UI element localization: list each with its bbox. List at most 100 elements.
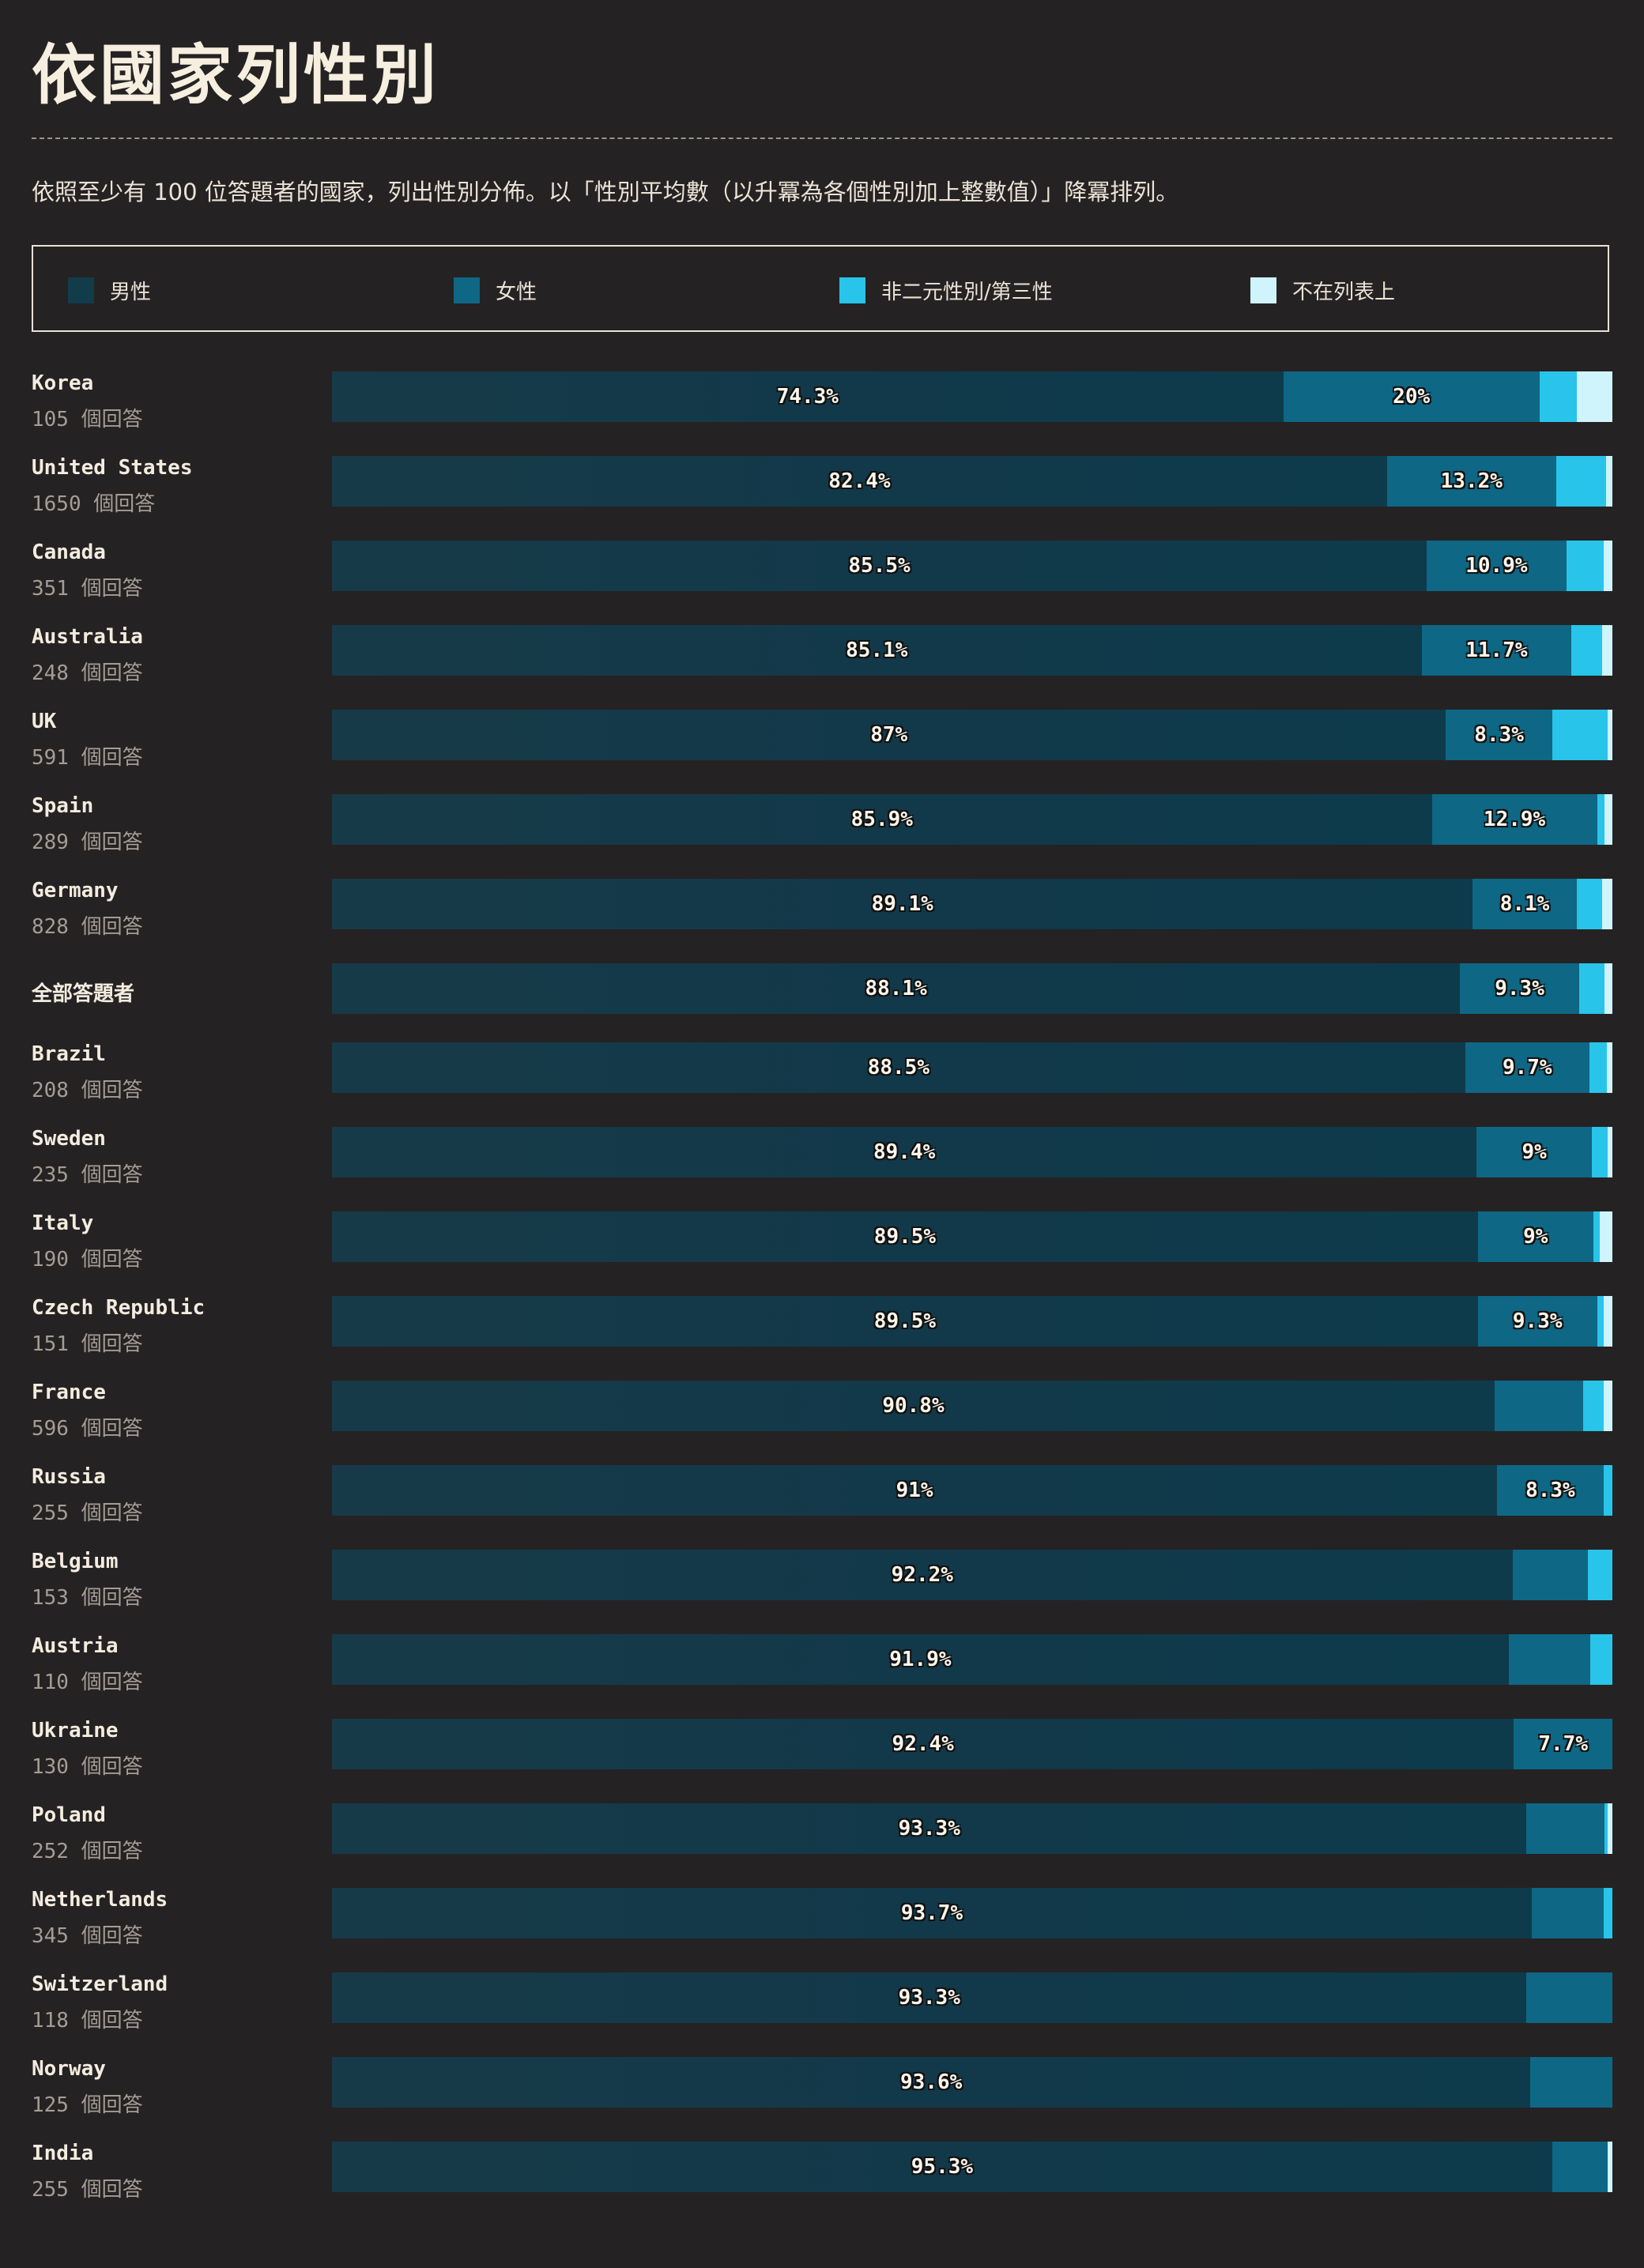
row-label-austria: Austria (32, 1634, 119, 1658)
bar-segment-male: 90.8% (332, 1381, 1495, 1431)
bar-segment-nonbinary (1597, 1296, 1604, 1347)
row-label-czech-republic: Czech Republic (32, 1296, 206, 1320)
bar-segment-female: 9% (1477, 1211, 1593, 1262)
bar-segment-male: 91.9% (332, 1634, 1509, 1685)
data-label-male: 87% (870, 723, 908, 747)
bar-segment-other (1603, 1381, 1612, 1431)
row-label-norway: Norway (32, 2057, 106, 2081)
row-label-india: India (32, 2142, 94, 2165)
bar-segment-nonbinary (1603, 1465, 1612, 1516)
data-label-female: 9.7% (1502, 1056, 1552, 1079)
data-label-female: 8.1% (1499, 892, 1550, 916)
row-count-norway: 125 個回答 (32, 2093, 143, 2117)
bar-segment-nonbinary (1539, 371, 1577, 422)
bar-segment-female: 12.9% (1431, 794, 1597, 845)
bar-segment-female: 10.9% (1427, 541, 1567, 591)
data-label-female: 9.3% (1512, 1309, 1563, 1333)
bar-germany: 89.1% 8.1% (332, 879, 1612, 929)
bar-segment-female: 9.3% (1460, 963, 1579, 1014)
row-count-poland: 252 個回答 (32, 1840, 143, 1863)
bar-norway: 93.6% (332, 2057, 1612, 2108)
data-label-male: 88.5% (867, 1056, 929, 1079)
row-label-united-states: United States (32, 456, 193, 480)
bar-belgium: 92.2% (332, 1550, 1612, 1600)
legend-item-male: 男性 (68, 277, 151, 304)
row-label-france: France (32, 1381, 106, 1404)
bar-austria: 91.9% (332, 1634, 1612, 1685)
row-count-korea: 105 個回答 (32, 408, 143, 431)
row-count-czech-republic: 151 個回答 (32, 1332, 143, 1356)
data-label-male: 93.7% (900, 1901, 963, 1925)
bar-segment-other (1607, 1127, 1612, 1177)
data-label-male: 85.9% (850, 808, 913, 831)
bar-netherlands: 93.7% (332, 1888, 1612, 1938)
data-label-male: 89.1% (871, 892, 933, 916)
bar-segment-other (1604, 963, 1612, 1014)
bar-segment-male: 92.2% (332, 1550, 1513, 1600)
legend-swatch-female (454, 277, 480, 303)
row-label-italy: Italy (32, 1211, 94, 1235)
legend-item-other: 不在列表上 (1250, 277, 1395, 304)
data-label-male: 93.3% (898, 1817, 960, 1840)
bar-segment-nonbinary (1589, 1042, 1608, 1093)
row-count-spain: 289 個回答 (32, 831, 143, 854)
bar-segment-female: 7.7% (1514, 1719, 1612, 1769)
bar-segment-nonbinary (1571, 625, 1603, 676)
row-count-austria: 110 個回答 (32, 1671, 143, 1694)
bar-segment-female: 13.2% (1386, 456, 1556, 507)
row-label-uk: UK (32, 710, 57, 733)
data-label-female: 8.3% (1474, 723, 1524, 747)
bar-segment-other (1607, 1042, 1612, 1093)
data-label-female: 9.3% (1495, 977, 1544, 1000)
bar-segment-male: 74.3% (332, 371, 1284, 422)
row-count-sweden: 235 個回答 (32, 1163, 143, 1187)
data-label-male: 92.4% (892, 1732, 954, 1756)
bar-segment-male: 89.5% (332, 1211, 1478, 1262)
bar-united-states: 82.4% 13.2% (332, 456, 1612, 507)
row-count-india: 255 個回答 (32, 2178, 143, 2202)
row-label-spain: Spain (32, 794, 94, 818)
data-label-female: 8.3% (1525, 1479, 1575, 1502)
bar-segment-female (1526, 1972, 1612, 2023)
legend-item-nonbinary: 非二元性別/第三性 (839, 277, 1053, 304)
bar-segment-nonbinary (1590, 1634, 1612, 1685)
bar-segment-nonbinary (1592, 1127, 1608, 1177)
bar-segment-female: 20% (1283, 371, 1540, 422)
bar-spain: 85.9% 12.9% (332, 794, 1612, 845)
bar-segment-female: 8.3% (1497, 1465, 1604, 1516)
bar-segment-other (1607, 1803, 1612, 1854)
row-count-netherlands: 345 個回答 (32, 1924, 143, 1948)
data-label-male: 91% (896, 1479, 933, 1502)
data-label-male: 89.5% (873, 1309, 937, 1333)
bar-australia: 85.1% 11.7% (332, 625, 1612, 676)
row-count-united-states: 1650 個回答 (32, 492, 156, 516)
row-count-australia: 248 個回答 (32, 661, 143, 685)
row-count-belgium: 153 個回答 (32, 1586, 143, 1610)
row-label-ukraine: Ukraine (32, 1719, 119, 1742)
row-label-korea: Korea (32, 371, 94, 395)
bar-all-respondents: 88.1% 9.3% (332, 963, 1612, 1014)
legend-swatch-other (1250, 277, 1276, 303)
data-label-male: 88.1% (865, 977, 927, 1000)
data-label-female: 11.7% (1465, 639, 1528, 662)
bar-segment-male: 93.3% (332, 1972, 1527, 2023)
bar-segment-other (1604, 794, 1612, 845)
row-count-uk: 591 個回答 (32, 746, 143, 770)
bar-segment-other (1607, 710, 1612, 760)
bar-segment-male: 85.5% (332, 541, 1427, 591)
row-count-italy: 190 個回答 (32, 1248, 143, 1272)
bar-brazil: 88.5% 9.7% (332, 1042, 1612, 1093)
bar-segment-nonbinary (1582, 1381, 1604, 1431)
data-label-female: 10.9% (1465, 554, 1528, 578)
row-label-russia: Russia (32, 1465, 106, 1489)
row-count-canada: 351 個回答 (32, 577, 143, 601)
bar-segment-female: 9.3% (1477, 1296, 1597, 1347)
bar-segment-male: 93.3% (332, 1803, 1527, 1854)
data-label-male: 93.6% (900, 2070, 963, 2094)
bar-segment-male: 82.4% (332, 456, 1387, 507)
bar-segment-male: 93.7% (332, 1888, 1532, 1938)
legend-item-female: 女性 (454, 277, 537, 304)
data-label-male: 92.2% (891, 1563, 953, 1587)
bar-segment-male: 88.5% (332, 1042, 1465, 1093)
bar-segment-nonbinary (1578, 963, 1605, 1014)
